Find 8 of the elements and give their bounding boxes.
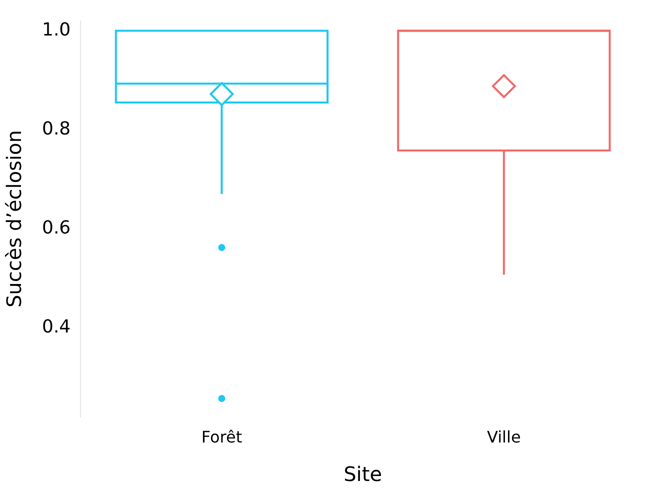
y-tick-label: 1.0: [42, 19, 71, 40]
y-tick-label: 0.4: [42, 316, 71, 338]
y-tick-label: 0.6: [42, 217, 71, 238]
x-tick-label: Forêt: [201, 428, 242, 447]
x-axis-title: Site: [344, 462, 382, 486]
y-axis-title: Succès d’éclosion: [2, 130, 26, 308]
y-tick-label: 0.8: [42, 118, 71, 140]
x-tick-label: Ville: [487, 428, 521, 447]
